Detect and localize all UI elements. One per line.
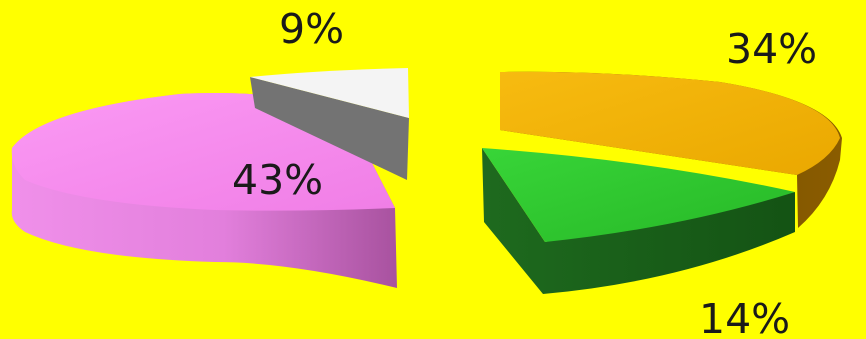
label-34: 34% [726, 25, 817, 73]
slice-14-side [482, 148, 795, 294]
label-14: 14% [699, 295, 790, 339]
slice-9-side [250, 77, 409, 180]
slice-9 [250, 68, 409, 180]
label-43: 43% [232, 156, 323, 204]
slice-9-top [250, 68, 409, 118]
slice-34 [500, 71, 842, 228]
slice-14 [482, 148, 795, 294]
slice-34-top [500, 71, 840, 175]
slice-14-top [482, 148, 795, 242]
label-9: 9% [279, 5, 344, 53]
